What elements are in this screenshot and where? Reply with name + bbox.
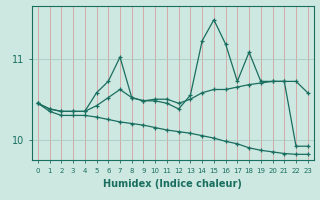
X-axis label: Humidex (Indice chaleur): Humidex (Indice chaleur) — [103, 179, 242, 189]
